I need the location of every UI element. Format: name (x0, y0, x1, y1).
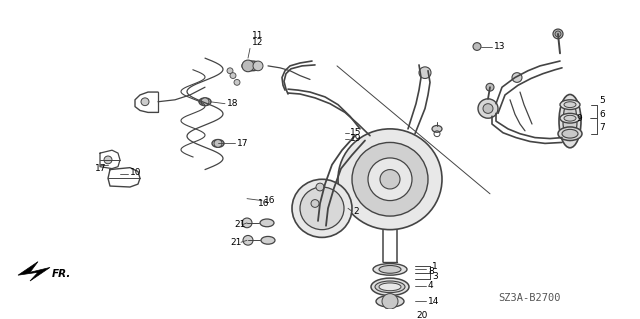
Circle shape (300, 187, 344, 230)
Ellipse shape (199, 98, 211, 106)
Circle shape (311, 200, 319, 207)
Text: 17: 17 (237, 139, 248, 148)
Text: 10: 10 (130, 168, 141, 177)
Circle shape (382, 293, 398, 309)
Circle shape (292, 179, 352, 237)
Text: 21: 21 (234, 220, 245, 229)
Text: 21: 21 (230, 238, 241, 247)
Ellipse shape (373, 263, 407, 275)
Text: 20: 20 (416, 311, 428, 319)
Ellipse shape (379, 283, 401, 291)
Circle shape (473, 43, 481, 50)
Ellipse shape (242, 61, 262, 71)
Text: 14: 14 (428, 297, 440, 306)
Ellipse shape (558, 127, 582, 140)
Circle shape (478, 99, 498, 118)
Circle shape (512, 73, 522, 82)
Ellipse shape (432, 125, 442, 132)
Circle shape (234, 79, 240, 85)
Circle shape (253, 61, 263, 71)
Text: 9: 9 (576, 114, 582, 123)
Circle shape (419, 67, 431, 78)
Circle shape (227, 68, 233, 74)
Text: 3: 3 (432, 272, 438, 281)
Ellipse shape (260, 219, 274, 227)
Circle shape (141, 98, 149, 106)
Circle shape (214, 139, 222, 147)
Text: SZ3A-B2700: SZ3A-B2700 (498, 293, 561, 303)
Text: 16: 16 (264, 196, 275, 205)
Ellipse shape (559, 94, 581, 148)
Text: 4: 4 (428, 281, 434, 290)
Ellipse shape (371, 278, 409, 295)
Ellipse shape (212, 139, 224, 147)
Ellipse shape (560, 100, 580, 109)
Text: 6: 6 (599, 110, 605, 119)
Ellipse shape (560, 113, 580, 123)
Text: 1: 1 (432, 262, 438, 271)
Circle shape (380, 170, 400, 189)
Ellipse shape (379, 265, 401, 273)
Text: 18: 18 (227, 99, 239, 108)
Circle shape (201, 98, 209, 106)
Text: 19: 19 (350, 134, 362, 143)
Ellipse shape (261, 236, 275, 244)
Text: 5: 5 (599, 96, 605, 105)
Circle shape (555, 31, 561, 37)
Text: FR.: FR. (52, 269, 72, 279)
Text: 7: 7 (599, 123, 605, 132)
Ellipse shape (562, 130, 578, 138)
Circle shape (352, 143, 428, 216)
Circle shape (104, 156, 112, 164)
Text: 13: 13 (494, 42, 506, 51)
Circle shape (230, 73, 236, 78)
Circle shape (243, 235, 253, 245)
Circle shape (483, 104, 493, 113)
Text: 16: 16 (258, 199, 269, 208)
Text: 2: 2 (353, 207, 358, 216)
Ellipse shape (376, 295, 404, 307)
Circle shape (368, 158, 412, 201)
Ellipse shape (375, 281, 405, 293)
Text: 12: 12 (252, 38, 264, 47)
Circle shape (338, 129, 442, 230)
Text: 15: 15 (350, 128, 362, 137)
Ellipse shape (564, 115, 576, 121)
Text: 11: 11 (252, 31, 264, 40)
Circle shape (242, 218, 252, 228)
Circle shape (553, 29, 563, 39)
Circle shape (486, 83, 494, 91)
Text: 8: 8 (428, 267, 434, 276)
Circle shape (316, 183, 324, 191)
Ellipse shape (564, 102, 576, 108)
Text: 17: 17 (95, 164, 106, 173)
Ellipse shape (563, 102, 577, 140)
Polygon shape (18, 262, 50, 281)
Circle shape (242, 60, 254, 72)
